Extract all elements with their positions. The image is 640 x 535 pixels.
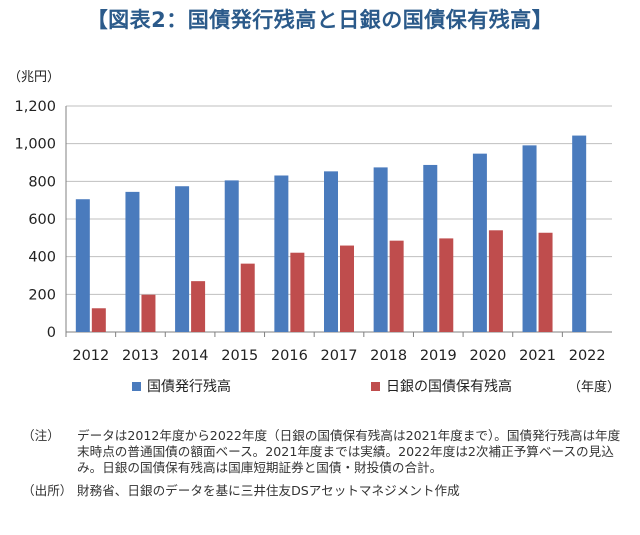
x-tick-label: 2016 bbox=[271, 348, 308, 364]
bar-series2 bbox=[340, 245, 354, 332]
bar-series1 bbox=[224, 180, 239, 332]
y-tick-label: 400 bbox=[28, 250, 56, 266]
bar-series2 bbox=[191, 281, 206, 332]
bar-series1 bbox=[373, 167, 388, 332]
x-tick-label: 2018 bbox=[370, 348, 407, 364]
bar-series2 bbox=[141, 294, 156, 332]
bar-series1 bbox=[522, 145, 537, 332]
legend-item-series1: 国債発行残高 bbox=[132, 376, 231, 396]
note-text: データは2012年度から2022年度（日銀の国債保有残高は2021年度まで）。国… bbox=[77, 428, 621, 475]
bar-series1 bbox=[572, 135, 587, 332]
x-tick-label: 2019 bbox=[420, 348, 457, 364]
source-row: （出所） 財務省、日銀のデータを基に三井住友DSアセットマネジメント作成 bbox=[22, 483, 630, 499]
x-tick-label: 2014 bbox=[172, 348, 209, 364]
y-axis-unit-label: （兆円） bbox=[8, 70, 61, 85]
legend-label-series2: 日銀の国債保有残高 bbox=[386, 379, 512, 395]
bar-series1 bbox=[75, 199, 90, 332]
legend-swatch-series2 bbox=[371, 381, 380, 391]
y-tick-label: 800 bbox=[28, 174, 56, 190]
x-tick-label: 2017 bbox=[321, 348, 358, 364]
x-tick-label: 2022 bbox=[569, 348, 606, 364]
legend-item-series2: 日銀の国債保有残高 bbox=[371, 376, 512, 396]
bar-chart: 0 200 400 600 800 1,000 1,200 2012 2013 2014 2015 2… bbox=[14, 99, 612, 364]
x-tick-label: 2015 bbox=[221, 348, 258, 364]
y-tick-label: 200 bbox=[28, 287, 56, 303]
source-label: （出所） bbox=[22, 483, 73, 498]
bar-series2 bbox=[240, 263, 255, 332]
x-tick-label: 2021 bbox=[519, 348, 556, 364]
bar-series2 bbox=[538, 232, 553, 332]
bar-series1 bbox=[125, 191, 140, 332]
note-label: （注） bbox=[22, 428, 60, 443]
bar-series2 bbox=[488, 230, 503, 332]
bar-series1 bbox=[324, 171, 338, 332]
chart-title: 【図表2：国債発行残高と日銀の国債保有残高】 bbox=[86, 8, 554, 32]
x-tick-label: 2013 bbox=[122, 348, 159, 364]
bar-series1 bbox=[423, 164, 438, 332]
notes-section: （注） データは2012年度から2022年度（日銀の国債保有残高は2021年度ま… bbox=[22, 428, 630, 499]
bar-series1 bbox=[274, 175, 289, 332]
note-row: （注） データは2012年度から2022年度（日銀の国債保有残高は2021年度ま… bbox=[22, 428, 630, 476]
bar-series1 bbox=[175, 186, 190, 332]
bar-series2 bbox=[290, 252, 305, 332]
bar-series2 bbox=[439, 238, 454, 332]
y-tick-label: 0 bbox=[47, 325, 56, 341]
y-tick-label: 1,000 bbox=[14, 137, 56, 153]
legend-label-series1: 国債発行残高 bbox=[147, 379, 231, 395]
y-tick-label: 600 bbox=[28, 212, 56, 228]
x-tick-label: 2020 bbox=[469, 348, 506, 364]
bar-series1 bbox=[472, 153, 487, 332]
legend-swatch-series1 bbox=[132, 381, 141, 391]
bar-series2 bbox=[389, 240, 404, 332]
x-tick-label: 2012 bbox=[72, 348, 109, 364]
y-tick-label: 1,200 bbox=[14, 99, 56, 115]
bar-series2 bbox=[91, 308, 106, 332]
source-text: 財務省、日銀のデータを基に三井住友DSアセットマネジメント作成 bbox=[77, 483, 460, 498]
x-axis-unit-label: （年度） bbox=[568, 380, 621, 395]
